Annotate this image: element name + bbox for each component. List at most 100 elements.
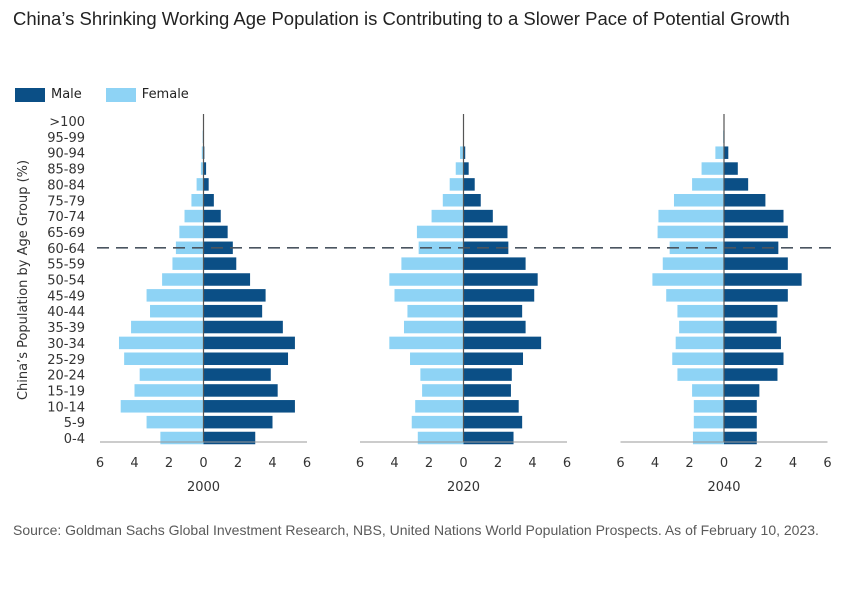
bar-male — [463, 194, 481, 207]
bar-male — [203, 368, 271, 381]
x-tick-label: 0 — [459, 456, 467, 471]
population-pyramid-chart: China’s Population by Age Group (%) >100… — [16, 114, 837, 495]
category-label: 40-44 — [47, 305, 85, 320]
bar-female — [160, 431, 204, 445]
bar-female — [124, 352, 204, 365]
category-label: 55-59 — [47, 258, 85, 273]
bar-female — [179, 225, 204, 239]
bar-male — [463, 273, 538, 286]
bar-female — [403, 320, 464, 334]
bar-female — [673, 194, 724, 207]
bar-male — [463, 384, 511, 397]
y-axis-label: China’s Population by Age Group (%) — [16, 160, 31, 400]
bar-female — [146, 289, 204, 302]
category-label: 20-24 — [47, 369, 85, 384]
category-label: 35-39 — [47, 321, 85, 336]
x-tick-label: 4 — [130, 456, 138, 471]
bar-male — [724, 320, 777, 334]
bar-female — [118, 336, 204, 350]
x-tick-label: 4 — [651, 456, 659, 471]
bar-male — [203, 304, 263, 318]
bar-female — [200, 162, 204, 175]
bar-female — [417, 431, 464, 445]
panel-label: 2000 — [187, 480, 220, 495]
bar-female — [175, 241, 204, 255]
bar-female — [701, 162, 724, 175]
bar-male — [724, 146, 729, 159]
bar-male — [724, 162, 738, 175]
category-labels: >10095-9990-9485-8980-8475-7970-7465-696… — [47, 115, 85, 447]
bar-female — [415, 400, 464, 413]
category-label: 95-99 — [47, 131, 85, 146]
bar-female — [449, 178, 464, 191]
x-tick-label: 4 — [390, 456, 398, 471]
bar-male — [724, 194, 766, 207]
bar-female — [191, 194, 204, 207]
bar-male — [463, 304, 523, 318]
category-label: 50-54 — [47, 274, 85, 289]
bar-male — [463, 146, 466, 159]
x-tick-label: 6 — [303, 456, 311, 471]
category-label: 5-9 — [64, 416, 85, 431]
bar-female — [389, 336, 464, 350]
bar-male — [463, 431, 514, 445]
category-label: 90-94 — [47, 147, 85, 162]
bar-male — [203, 257, 237, 270]
chart-title: China’s Shrinking Working Age Population… — [13, 8, 790, 29]
bar-male — [203, 352, 289, 365]
bar-female — [394, 289, 464, 302]
x-tick-label: 6 — [96, 456, 104, 471]
bar-male — [724, 225, 788, 239]
bar-female — [460, 146, 464, 159]
bar-female — [657, 225, 724, 239]
bar-female — [693, 400, 724, 413]
bar-male — [463, 368, 512, 381]
panels: 6 4 2 0 2 4 6 2000 6 4 2 0 2 4 6 2020 6 4 2 0 2 4 6 2040 — [96, 114, 832, 495]
bar-male — [463, 178, 475, 191]
legend-item-male: Male — [15, 87, 82, 102]
bar-male — [203, 320, 283, 334]
bar-female — [666, 289, 724, 302]
category-label: 10-14 — [47, 400, 85, 415]
bar-male — [463, 415, 523, 429]
bar-male — [463, 336, 542, 350]
x-tick-label: 0 — [720, 456, 728, 471]
bar-female — [416, 225, 464, 239]
bar-female — [162, 273, 204, 286]
bar-female — [410, 352, 464, 365]
bar-male — [463, 400, 519, 413]
category-label: >100 — [49, 115, 85, 130]
bar-female — [196, 178, 204, 191]
source-note: Source: Goldman Sachs Global Investment … — [13, 522, 819, 538]
legend-item-female: Female — [105, 87, 189, 102]
legend: Male Female — [15, 87, 213, 102]
bar-male — [463, 225, 508, 239]
x-tick-label: 6 — [616, 456, 624, 471]
bar-male — [463, 320, 526, 334]
panel-label: 2020 — [447, 480, 480, 495]
bar-male — [724, 400, 757, 413]
category-label: 45-49 — [47, 289, 85, 304]
category-label: 60-64 — [47, 242, 85, 257]
bar-male — [463, 162, 469, 175]
bar-female — [422, 384, 464, 397]
legend-label-male: Male — [51, 87, 82, 102]
bar-male — [203, 209, 221, 223]
bar-female — [201, 146, 204, 159]
bar-male — [203, 431, 256, 445]
bar-female — [401, 257, 464, 270]
x-tick-label: 6 — [356, 456, 364, 471]
category-label: 30-34 — [47, 337, 85, 352]
bar-female — [672, 352, 724, 365]
x-tick-label: 2 — [685, 456, 693, 471]
bar-female — [150, 304, 204, 318]
bar-male — [724, 304, 778, 318]
x-tick-label: 6 — [823, 456, 831, 471]
bar-female — [172, 257, 204, 270]
bar-female — [662, 257, 724, 270]
bar-female — [652, 273, 724, 286]
bar-male — [463, 257, 526, 270]
legend-swatch-female — [105, 87, 136, 102]
x-tick-label: 2 — [754, 456, 762, 471]
bar-male — [724, 384, 760, 397]
